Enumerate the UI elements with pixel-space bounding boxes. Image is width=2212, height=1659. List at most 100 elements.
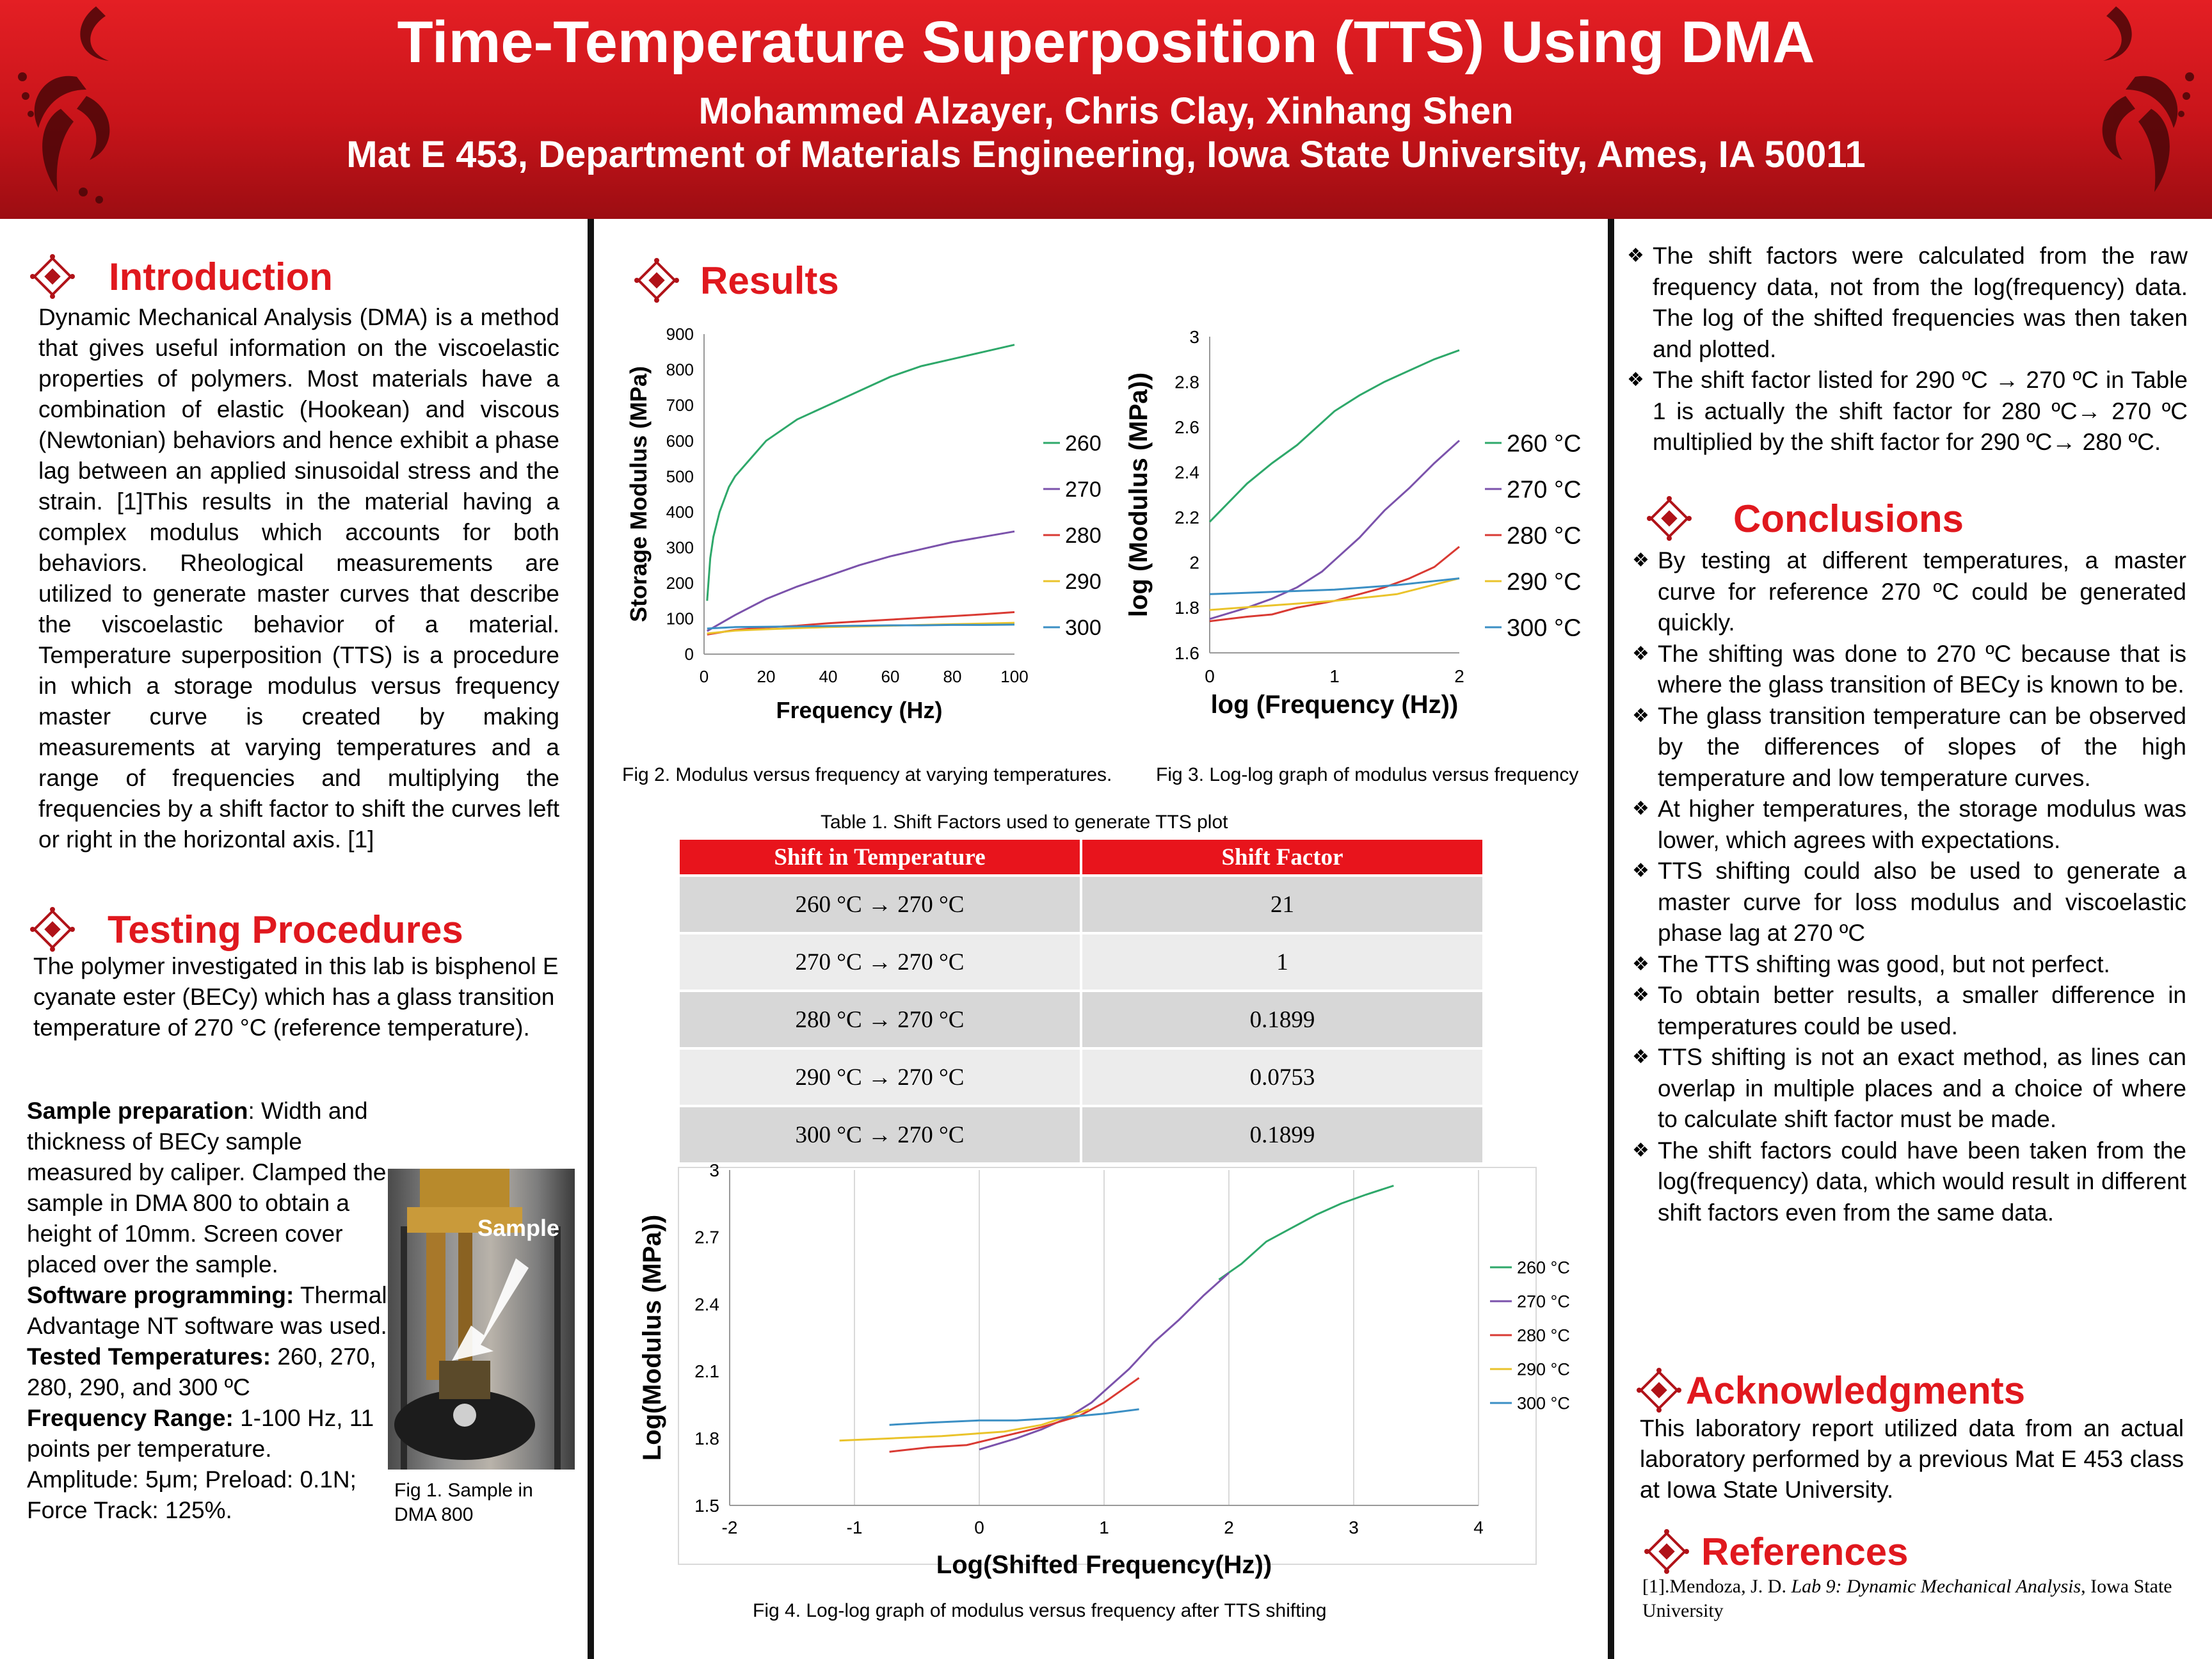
y-axis-label: Log(Modulus (MPa))	[638, 1215, 666, 1461]
conclusion-text: TTS shifting is not an exact method, as …	[1658, 1044, 2186, 1132]
factor-cell: 0.0753	[1081, 1047, 1482, 1106]
conclusion-text: The glass transition temperature can be …	[1658, 702, 2186, 791]
legend-label: 290 °C	[1517, 1359, 1570, 1379]
y-tick-label: 3	[709, 1160, 719, 1180]
y-tick-label: 1.8	[694, 1429, 719, 1448]
results-heading: Results	[634, 257, 839, 303]
legend-label: 280 °C	[1507, 522, 1582, 549]
legend-label: 260	[1065, 431, 1102, 456]
conclusion-text: The TTS shifting was good, but not perfe…	[1658, 950, 2110, 977]
y-tick-label: 2.1	[694, 1361, 719, 1381]
testing-heading: Testing Procedures	[29, 906, 463, 952]
conclusion-text: The shift factors could have been taken …	[1658, 1137, 2186, 1226]
y-tick-label: 2.6	[1174, 417, 1199, 437]
freq-label: Frequency Range:	[27, 1405, 234, 1431]
y-tick-label: 800	[666, 360, 694, 380]
diamond-ornament-icon	[30, 907, 75, 952]
series-line	[707, 623, 1015, 630]
introduction-heading: Introduction	[29, 253, 333, 300]
series-line	[839, 1408, 1090, 1442]
table-header-row: Shift in Temperature Shift Factor	[680, 840, 1482, 876]
table-header-factor: Shift Factor	[1081, 840, 1482, 876]
list-item: ❖ The shifting was done to 270 ºC because…	[1632, 639, 2186, 701]
x-tick-label: 1	[1329, 666, 1340, 686]
x-axis-label: Log(Shifted Frequency(Hz))	[936, 1551, 1272, 1579]
note-text: The shift factor listed for 290 ºC → 270…	[1653, 367, 2188, 455]
legend-label: 260 °C	[1517, 1258, 1570, 1277]
y-tick-label: 900	[666, 325, 694, 344]
y-tick-label: 2.2	[1174, 508, 1199, 527]
table1-caption: Table 1. Shift Factors used to generate …	[821, 812, 1228, 833]
conclusion-text: At higher temperatures, the storage modu…	[1658, 796, 2186, 853]
bullet-icon: ❖	[1632, 860, 1649, 881]
y-tick-label: 2	[1189, 553, 1199, 573]
factor-cell: 0.1899	[1081, 990, 1482, 1048]
shift-cell: 280 °C → 270 °C	[680, 990, 1082, 1048]
bullet-icon: ❖	[1632, 798, 1649, 819]
x-axis-label: Frequency (Hz)	[776, 697, 942, 723]
introduction-text: Dynamic Mechanical Analysis (DMA) is a m…	[38, 304, 559, 853]
x-tick-label: 0	[700, 667, 709, 686]
shift-to: 270 °C	[897, 1121, 965, 1148]
y-tick-label: 1.6	[1174, 643, 1199, 663]
legend-label: 270 °C	[1517, 1292, 1570, 1311]
diamond-ornament-icon	[634, 258, 679, 303]
factor-cell: 21	[1081, 874, 1482, 933]
y-axis-label: log (Modulus (MPa))	[1125, 373, 1153, 617]
fig1-caption: Fig 1. Sample in DMA 800	[394, 1480, 533, 1525]
testing-intro: The polymer investigated in this lab is …	[33, 953, 559, 1041]
diamond-ornament-icon	[1647, 496, 1692, 541]
results-title: Results	[700, 259, 839, 302]
x-tick-label: 1	[1099, 1518, 1109, 1537]
x-axis-label: log (Frequency (Hz))	[1211, 691, 1459, 719]
conclusion-text: TTS shifting could also be used to gener…	[1658, 858, 2186, 946]
acknowledgments-heading: Acknowledgments	[1636, 1367, 2025, 1413]
shift-to: 270 °C	[897, 891, 965, 918]
y-tick-label: 2.4	[1174, 463, 1199, 483]
table-header-shift: Shift in Temperature	[680, 840, 1082, 876]
list-item: ❖ The glass transition temperature can b…	[1632, 701, 2186, 794]
x-tick-label: 2	[1454, 666, 1464, 686]
amplitude-text: Amplitude: 5μm; Preload: 0.1N; Force Tra…	[27, 1466, 357, 1523]
y-tick-label: 700	[666, 396, 694, 415]
acknowledgments-title: Acknowledgments	[1686, 1368, 2026, 1412]
bullet-icon: ❖	[1627, 369, 1644, 390]
y-tick-label: 0	[685, 645, 694, 664]
acknowledgments-text: This laboratory report utilized data fro…	[1640, 1415, 2184, 1503]
reference-prefix: [1].Mendoza, J. D.	[1642, 1576, 1791, 1597]
x-tick-label: 3	[1349, 1518, 1359, 1537]
y-tick-label: 2.7	[694, 1228, 719, 1247]
bullet-icon: ❖	[1632, 705, 1649, 726]
x-tick-label: -1	[847, 1518, 863, 1537]
bullet-icon: ❖	[1632, 984, 1649, 1006]
series-line	[706, 344, 1015, 601]
y-tick-label: 2.8	[1174, 372, 1199, 392]
plot-frame	[678, 1167, 1537, 1565]
table-row: 270 °C → 270 °C 1	[680, 932, 1482, 991]
series-line	[889, 1408, 1139, 1426]
legend-label: 270	[1065, 477, 1102, 502]
bullet-icon: ❖	[1632, 550, 1649, 571]
legend-label: 260 °C	[1507, 430, 1582, 457]
factor-cell: 0.1899	[1081, 1105, 1482, 1162]
y-tick-label: 100	[666, 609, 694, 629]
y-axis-label: Storage Modulus (MPa)	[625, 366, 652, 622]
temps-label: Tested Temperatures:	[27, 1343, 271, 1370]
software-text: Thermal Advantage NT software was used.	[27, 1282, 387, 1339]
x-tick-label: 60	[881, 667, 900, 686]
testing-details: Sample preparation: Width and thickness …	[27, 1096, 398, 1526]
y-tick-label: 200	[666, 573, 694, 593]
list-item: ❖ TTS shifting is not an exact method, as…	[1632, 1042, 2186, 1135]
flourish-ornament-left-icon	[18, 6, 110, 204]
arrow-icon: →	[868, 949, 892, 975]
series-line	[889, 1377, 1140, 1453]
shift-from: 290 °C	[795, 1064, 862, 1091]
y-tick-label: 300	[666, 538, 694, 557]
legend-label: 280	[1065, 524, 1102, 548]
introduction-title: Introduction	[109, 255, 333, 298]
conclusion-text: To obtain better results, a smaller diff…	[1658, 982, 2186, 1039]
y-tick-label: 600	[666, 431, 694, 451]
shift-to: 270 °C	[897, 949, 965, 975]
column-divider-left	[588, 219, 594, 1659]
poster-title: Time-Temperature Superposition (TTS) Usi…	[397, 10, 1815, 75]
